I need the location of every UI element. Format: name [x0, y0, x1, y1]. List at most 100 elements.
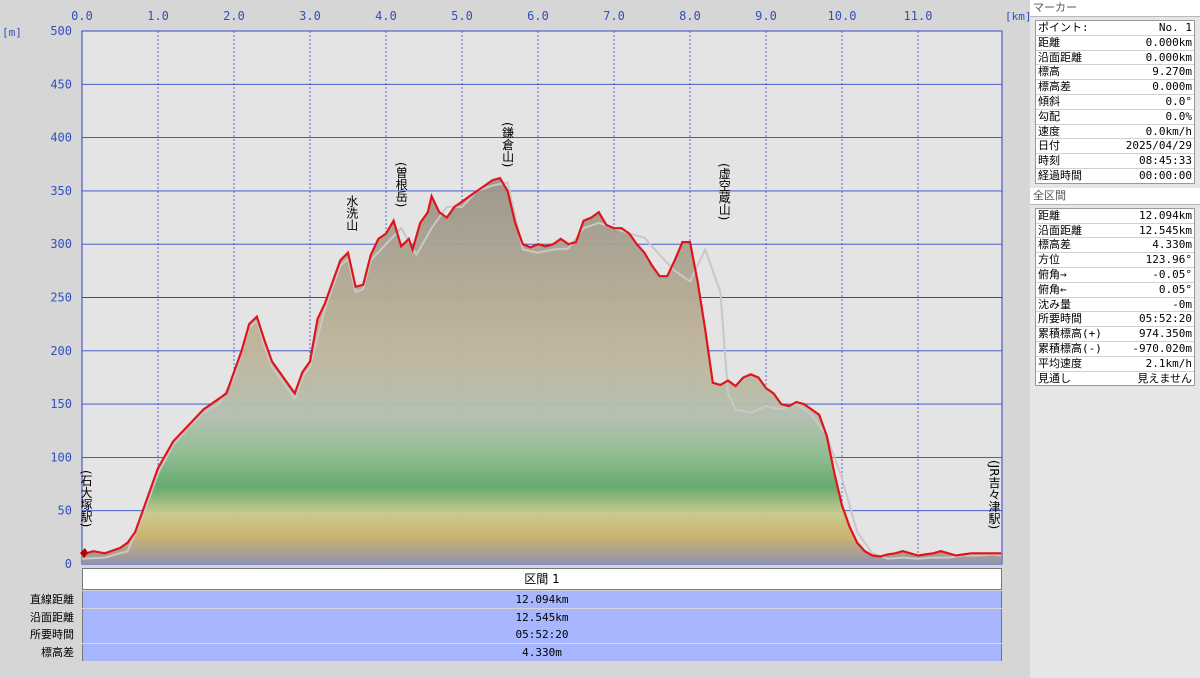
section-header[interactable]: 区間 1	[82, 568, 1002, 590]
info-row: 経過時間 00:00:00	[1036, 169, 1194, 183]
peak-annotations: (石大塚駅) 水洗山 (曽根岳) (鎌倉山) (虚空蔵山) (JR吉々津駅)	[79, 122, 1001, 529]
info-row: 所要時間 05:52:20	[1036, 312, 1194, 328]
info-label: 俯角→	[1038, 267, 1067, 281]
series-line	[82, 176, 1002, 558]
summary-row: 所要時間 05:52:20	[0, 626, 1002, 643]
start-marker-icon[interactable]	[80, 548, 88, 558]
x-tick-label: 7.0	[603, 9, 625, 23]
summary-row: 直線距離 12.094km	[0, 591, 1002, 608]
info-row: 距離 12.094km	[1036, 209, 1194, 224]
info-label: ポイント:	[1038, 21, 1089, 34]
y-tick-label: 450	[50, 77, 72, 91]
peak-label: (石大塚駅)	[79, 470, 93, 527]
x-tick-label: 5.0	[451, 9, 473, 23]
peak-label: (JR吉々津駅)	[987, 460, 1001, 529]
summary-value: 12.545km	[82, 608, 1002, 626]
info-label: 累積標高(-)	[1038, 341, 1102, 355]
info-value: 05:52:20	[1139, 312, 1192, 326]
peak-label: (虚空蔵山)	[717, 163, 731, 220]
info-label: 沈み量	[1038, 297, 1071, 311]
info-value: No. 1	[1158, 21, 1192, 34]
info-value: 2025/04/29	[1125, 139, 1192, 153]
info-row: 標高差 0.000m	[1036, 80, 1194, 95]
summary-label: 標高差	[41, 645, 74, 659]
marker-section-title: マーカー	[1030, 0, 1200, 17]
info-value: 0.000km	[1145, 35, 1192, 49]
summary-value: 12.094km	[82, 591, 1002, 608]
info-row: 俯角← 0.05°	[1036, 283, 1194, 298]
x-tick-label: 4.0	[375, 9, 397, 23]
info-label: 標高差	[1038, 238, 1071, 252]
elevation-chart[interactable]: 0.0 1.0 2.0 3.0 4.0 5.0 6.0 7.0 8.0 9.0 10.0 11.0 0…	[0, 0, 1030, 568]
peak-label: (曽根岳)	[394, 162, 408, 207]
info-label: 方位	[1038, 253, 1060, 267]
info-value: 0.0%	[1165, 109, 1193, 123]
x-unit-label: [km]	[1005, 10, 1030, 23]
x-tick-labels: 0.0 1.0 2.0 3.0 4.0 5.0 6.0 7.0 8.0 9.0 10.0 11.0	[71, 9, 932, 23]
info-value: 974.350m	[1139, 327, 1192, 341]
info-value: 見えません	[1137, 371, 1192, 385]
x-tick-label: 11.0	[904, 9, 933, 23]
info-value: 9.270m	[1152, 65, 1192, 79]
summary-label: 沿面距離	[30, 610, 74, 624]
info-row: 標高 9.270m	[1036, 65, 1194, 81]
x-tick-label: 3.0	[299, 9, 321, 23]
y-tick-label: 150	[50, 397, 72, 411]
info-value: 12.094km	[1139, 208, 1192, 222]
terrain-fill	[82, 178, 1002, 564]
info-value: -0.05°	[1152, 267, 1192, 281]
x-tick-label: 8.0	[679, 9, 701, 23]
info-row: 方位 123.96°	[1036, 253, 1194, 268]
info-label: 所要時間	[1038, 312, 1082, 326]
info-label: 経過時間	[1038, 168, 1082, 182]
y-tick-label: 400	[50, 131, 72, 145]
summary-label: 直線距離	[30, 593, 74, 606]
info-label: 平均速度	[1038, 356, 1082, 370]
info-label: 沿面距離	[1038, 50, 1082, 64]
info-label: 俯角←	[1038, 282, 1067, 296]
info-value: 123.96°	[1145, 253, 1192, 267]
info-label: 距離	[1038, 35, 1060, 49]
info-row: 日付 2025/04/29	[1036, 139, 1194, 155]
info-label: 勾配	[1038, 109, 1060, 123]
info-label: 標高	[1038, 65, 1060, 79]
info-row: 時刻 08:45:33	[1036, 154, 1194, 169]
info-value: -970.020m	[1132, 341, 1192, 355]
marker-table: ポイント: No. 1 距離 0.000km 沿面距離 0.000km 標高 9.270m 標高…	[1035, 20, 1195, 184]
info-row: 見通し 見えません	[1036, 372, 1194, 386]
info-value: 00:00:00	[1139, 168, 1192, 182]
info-label: 傾斜	[1038, 94, 1060, 108]
info-value: 0.0km/h	[1145, 124, 1192, 138]
info-row: 平均速度 2.1km/h	[1036, 357, 1194, 372]
info-row: 沿面距離 0.000km	[1036, 51, 1194, 66]
info-row: 俯角→ -0.05°	[1036, 268, 1194, 283]
range-table: 距離 12.094km 沿面距離 12.545km 標高差 4.330m 方位 123.96°…	[1035, 207, 1195, 387]
y-tick-label: 200	[50, 344, 72, 358]
peak-label: 水洗山	[345, 195, 359, 231]
x-tick-label: 6.0	[527, 9, 549, 23]
y-tick-label: 300	[50, 237, 72, 251]
info-label: 速度	[1038, 124, 1060, 138]
y-tick-label: 500	[50, 24, 72, 38]
elevation-lines	[82, 176, 1002, 560]
info-row: 沿面距離 12.545km	[1036, 224, 1194, 239]
info-row: 累積標高(-) -970.020m	[1036, 342, 1194, 357]
info-value: 0.05°	[1158, 282, 1192, 296]
info-row: 傾斜 0.0°	[1036, 95, 1194, 110]
x-tick-label: 2.0	[223, 9, 245, 23]
x-tick-label: 10.0	[828, 9, 857, 23]
info-sidebar: マーカー ポイント: No. 1 距離 0.000km 沿面距離 0.000km 標高 9.2…	[1030, 0, 1200, 678]
summary-row: 標高差 4.330m	[0, 643, 1002, 661]
info-value: 4.330m	[1152, 238, 1192, 252]
info-row: 累積標高(+) 974.350m	[1036, 327, 1194, 342]
terrain-area	[82, 178, 1002, 564]
y-tick-label: 50	[58, 504, 72, 518]
info-value: -0m	[1172, 297, 1192, 311]
y-tick-label: 250	[50, 291, 72, 305]
x-tick-label: 1.0	[147, 9, 169, 23]
info-row: 勾配 0.0%	[1036, 110, 1194, 125]
x-tick-label: 0.0	[71, 9, 93, 23]
info-value: 0.000m	[1152, 80, 1192, 94]
y-tick-label: 100	[50, 450, 72, 464]
summary-value: 4.330m	[82, 643, 1002, 661]
